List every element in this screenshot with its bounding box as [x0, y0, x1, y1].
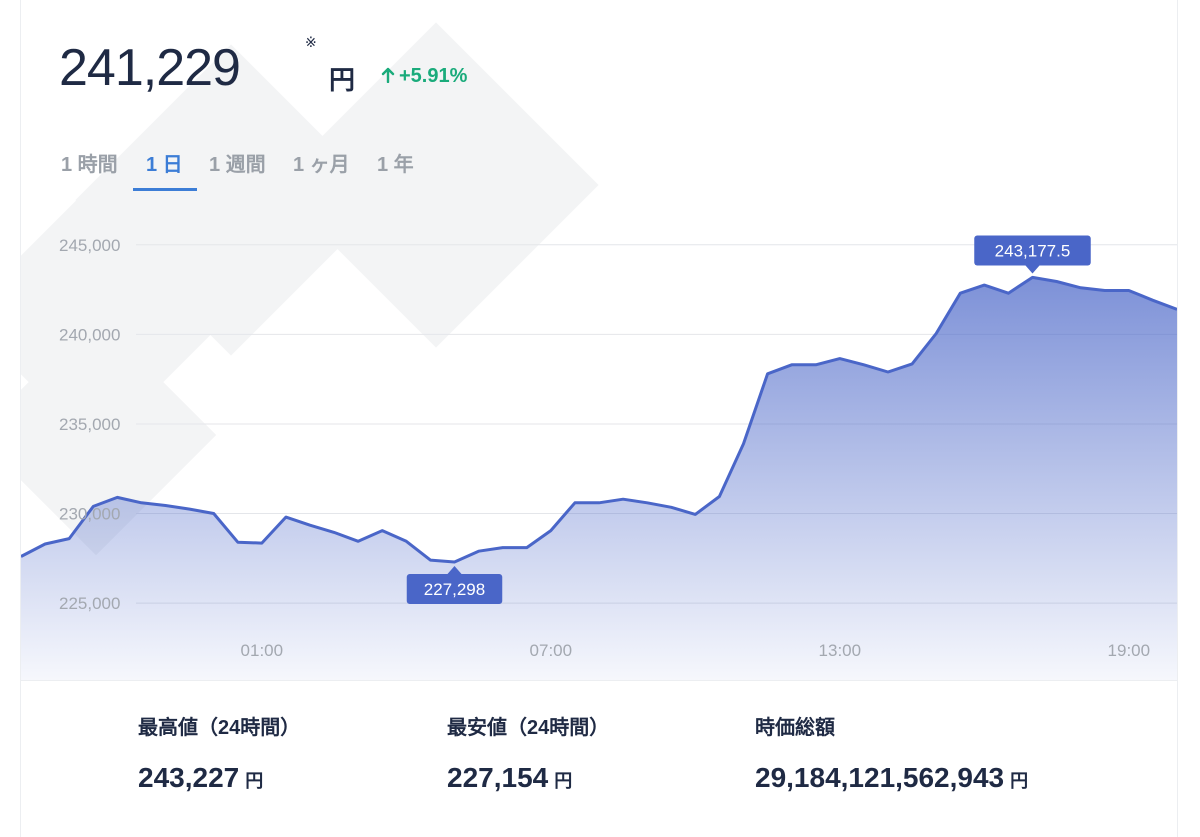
tab-1-month[interactable]: 1 ヶ月	[293, 154, 350, 176]
y-tick-label: 230,000	[59, 505, 120, 524]
callout-label: 227,298	[424, 580, 485, 599]
active-tab-underline	[133, 188, 197, 191]
stat-market-cap: 時価総額 29,184,121,562,943 円	[755, 711, 1028, 794]
price-unit: 円	[329, 65, 356, 95]
price-change: +5.91%	[381, 65, 467, 88]
y-tick-label: 235,000	[59, 415, 120, 434]
series-line	[21, 275, 1177, 564]
stat-high-unit: 円	[245, 771, 264, 791]
stat-market-cap-value-row: 29,184,121,562,943 円	[755, 762, 1028, 794]
value-callout: 227,298	[406, 565, 503, 604]
y-tick-label: 245,000	[59, 236, 120, 255]
y-tick-label: 240,000	[59, 325, 120, 344]
stat-market-cap-label: 時価総額	[755, 717, 835, 739]
stat-high-value-row: 243,227 円	[138, 762, 300, 794]
stat-low-label: 最安値（24時間）	[447, 717, 610, 739]
value-callout: 243,177.5	[974, 235, 1091, 274]
callout-label: 243,177.5	[995, 241, 1071, 260]
stat-high-value: 243,227	[138, 762, 240, 793]
x-tick-label: 01:00	[241, 641, 284, 660]
x-tick-label: 13:00	[819, 641, 862, 660]
stat-low-24h: 最安値（24時間） 227,154 円	[447, 711, 609, 794]
stat-low-unit: 円	[554, 771, 573, 791]
arrow-up-icon	[381, 67, 395, 84]
stat-high-24h: 最高値（24時間） 243,227 円	[138, 711, 300, 794]
tab-1-year[interactable]: 1 年	[377, 154, 414, 176]
y-tick-label: 225,000	[59, 594, 120, 613]
callout-pointer	[1025, 265, 1040, 274]
price-chart-card: 241,229 ※ 円 +5.91% 1 時間 1 日 1 週間 1 ヶ月 1 …	[20, 0, 1178, 837]
stat-high-label: 最高値（24時間）	[138, 717, 301, 739]
price-note-mark: ※	[305, 34, 317, 50]
stat-low-value-row: 227,154 円	[447, 762, 609, 794]
x-tick-label: 19:00	[1108, 641, 1151, 660]
stat-low-value: 227,154	[447, 762, 549, 793]
stat-market-cap-value: 29,184,121,562,943	[755, 762, 1005, 793]
tab-1-day[interactable]: 1 日	[146, 154, 183, 176]
series-area	[21, 277, 1177, 680]
tab-1-week[interactable]: 1 週間	[209, 154, 266, 176]
stat-market-cap-unit: 円	[1010, 771, 1029, 791]
callout-box	[406, 573, 503, 604]
callout-pointer	[447, 565, 462, 574]
current-price: 241,229	[59, 39, 241, 97]
stats-panel: 最高値（24時間） 243,227 円 最安値（24時間） 227,154 円 時価…	[21, 680, 1177, 837]
x-tick-label: 07:00	[530, 641, 573, 660]
price-change-value: +5.91%	[399, 65, 468, 87]
callout-box	[974, 235, 1091, 266]
price-chart: 225,000 230,000 235,000 240,000 245,000 01:00…	[21, 235, 1177, 680]
tab-1-hour[interactable]: 1 時間	[61, 154, 118, 176]
